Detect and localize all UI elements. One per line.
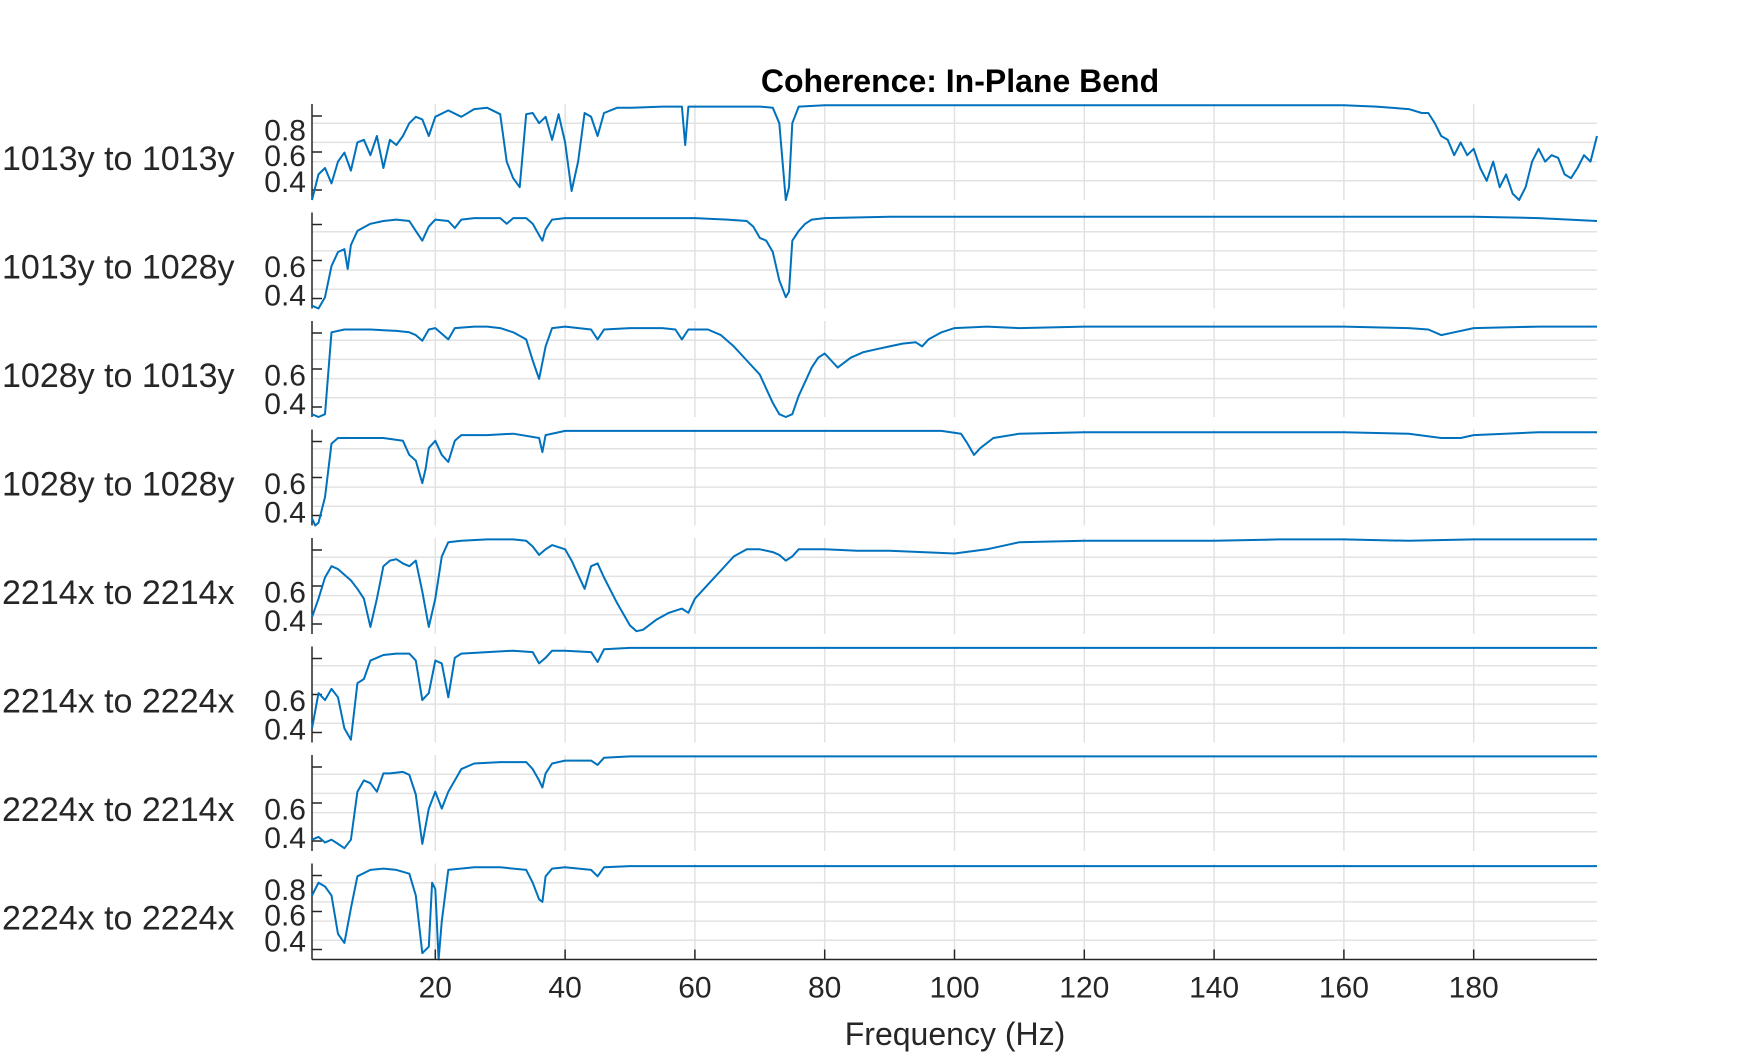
x-tick-label-20: 20	[419, 972, 452, 1005]
panel-4-label: 1028y to 1028y	[2, 466, 235, 504]
panel-5-ytick-label-1: 0.6	[264, 577, 306, 610]
panel-3-label: 1028y to 1013y	[2, 357, 235, 395]
x-tick-label-60: 60	[678, 972, 711, 1005]
panel-6-series-line	[311, 646, 1597, 741]
x-tick-label-40: 40	[548, 972, 581, 1005]
panel-7-label: 2224x to 2214x	[2, 791, 235, 829]
panel-5: 0.40.6 2214x to 2214x	[2, 538, 1597, 638]
panel-4-series-line	[311, 429, 1597, 527]
panel-5-series-line	[311, 538, 1597, 633]
panel-1: 0.40.60.8 1013y to 1013y	[2, 104, 1598, 201]
panel-2: 0.40.6 1013y to 1028y	[2, 212, 1598, 312]
panel-3-series-line	[311, 325, 1597, 418]
chart-title: Coherence: In-Plane Bend	[761, 63, 1159, 99]
panel-7-series-line	[311, 755, 1597, 850]
panel-2-ytick-label-0: 0.4	[264, 279, 306, 312]
panel-2-series-line	[311, 215, 1598, 310]
panel-8-ytick-label-2: 0.8	[264, 874, 306, 907]
panel-8-label: 2224x to 2224x	[2, 900, 235, 938]
panel-7-ytick-label-0: 0.4	[264, 822, 306, 855]
panel-1-ytick-label-1: 0.6	[264, 140, 306, 173]
panel-3-ytick-label-0: 0.4	[264, 388, 306, 421]
panel-8-series-line	[311, 865, 1597, 961]
panel-4: 0.40.6 1028y to 1028y	[2, 429, 1597, 529]
x-tick-label-140: 140	[1189, 972, 1239, 1005]
panel-1-ytick-label-0: 0.4	[264, 166, 306, 199]
panel-7-ytick-label-1: 0.6	[264, 794, 306, 827]
panel-6-ytick-label-0: 0.4	[264, 713, 306, 746]
x-tick-label-100: 100	[929, 972, 979, 1005]
x-axis-label: Frequency (Hz)	[845, 1016, 1066, 1052]
panel-3: 0.40.6 1028y to 1013y	[2, 321, 1597, 421]
panel-2-ytick-label-1: 0.6	[264, 251, 306, 284]
panel-1-series-line	[311, 104, 1598, 201]
x-tick-label-120: 120	[1059, 972, 1109, 1005]
panel-3-ytick-label-1: 0.6	[264, 360, 306, 393]
panel-8: 0.40.60.8 2224x to 2224x	[2, 863, 1597, 961]
panel-2-label: 1013y to 1028y	[2, 249, 235, 287]
x-tick-label-160: 160	[1319, 972, 1369, 1005]
panel-6: 0.40.6 2214x to 2224x	[2, 646, 1597, 746]
x-tick-label-180: 180	[1449, 972, 1499, 1005]
panel-4-ytick-label-0: 0.4	[264, 496, 306, 529]
panel-6-ytick-label-1: 0.6	[264, 685, 306, 718]
panel-5-ytick-label-0: 0.4	[264, 605, 306, 638]
x-tick-label-80: 80	[808, 972, 841, 1005]
x-axis: 20 40 60 80 100 120 140 160 180	[312, 949, 1597, 1005]
panel-8-ytick-label-1: 0.6	[264, 900, 306, 933]
panel-7: 0.40.6 2224x to 2214x	[2, 755, 1597, 855]
panel-5-label: 2214x to 2214x	[2, 574, 235, 612]
panel-1-label: 1013y to 1013y	[2, 140, 235, 178]
panel-1-ytick-label-2: 0.8	[264, 115, 306, 148]
panel-4-ytick-label-1: 0.6	[264, 468, 306, 501]
panel-8-ytick-label-0: 0.4	[264, 925, 306, 958]
panel-6-label: 2214x to 2224x	[2, 683, 235, 721]
